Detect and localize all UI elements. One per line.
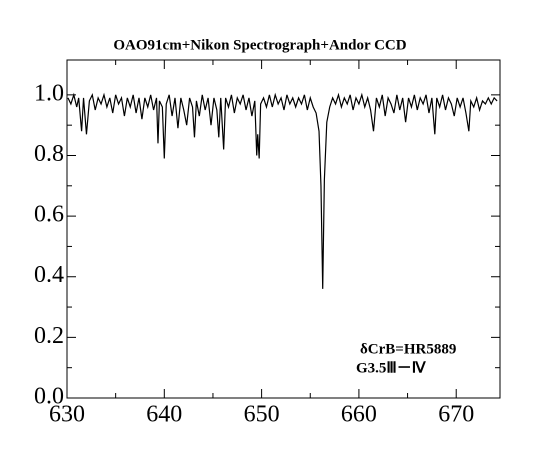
x-tick-label: 660 [341, 402, 377, 428]
y-tick-label: 0.8 [34, 141, 64, 167]
y-tick-label: 1.0 [34, 80, 64, 106]
y-tick-label: 0.4 [34, 262, 64, 288]
x-tick-label: 630 [49, 402, 85, 428]
plot-frame [66, 59, 501, 399]
annotation: G3.5Ⅲ－Ⅳ [356, 360, 427, 376]
y-tick-label: 0.6 [34, 202, 64, 228]
spectrum-line [67, 92, 498, 289]
annotation: δCrB=HR5889 [360, 341, 456, 357]
y-tick-label: 0.0 [34, 384, 64, 410]
x-tick-label: 670 [438, 402, 474, 428]
y-tick-label: 0.2 [34, 323, 64, 349]
x-tick-label: 640 [146, 402, 182, 428]
x-tick-label: 650 [244, 402, 280, 428]
chart-title: OAO91cm+Nikon Spectrograph+Andor CCD [113, 37, 406, 53]
